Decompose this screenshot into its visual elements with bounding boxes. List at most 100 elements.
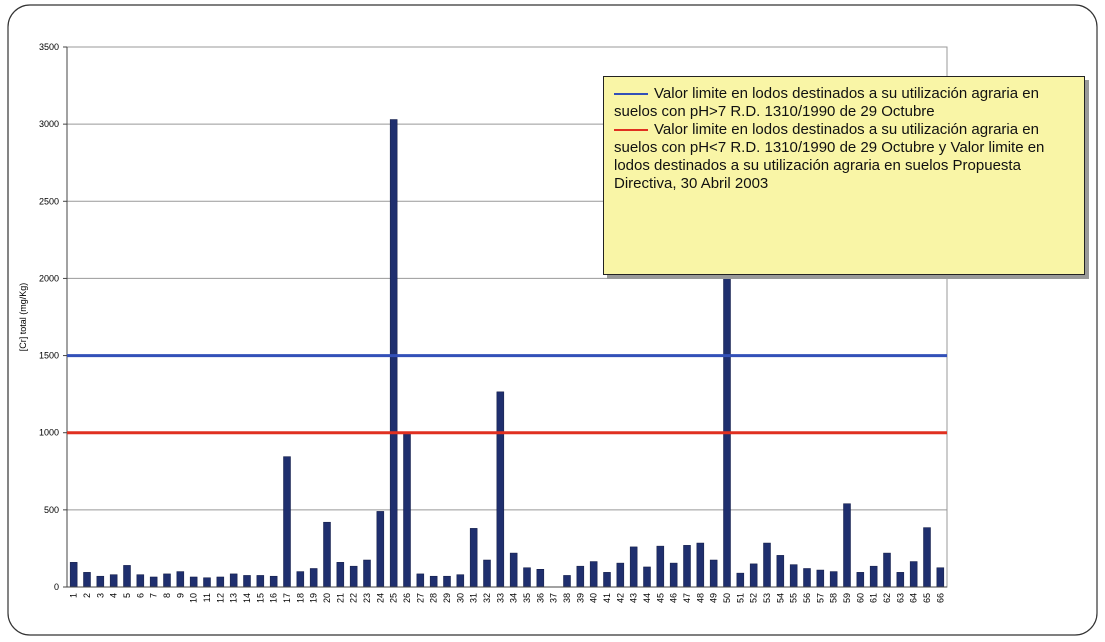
bar (563, 575, 571, 588)
y-tick-label: 0 (54, 582, 59, 592)
bar (496, 391, 505, 588)
x-tick-label: 36 (535, 593, 545, 603)
bar (296, 571, 305, 588)
bar (776, 555, 785, 588)
bar (643, 566, 651, 588)
bar (149, 576, 158, 588)
x-tick-label: 61 (869, 593, 879, 603)
bar (243, 575, 251, 588)
x-tick-label: 32 (482, 593, 492, 603)
bar (896, 572, 905, 588)
x-tick-label: 30 (455, 593, 465, 603)
bar (349, 565, 358, 588)
x-tick-label: 56 (802, 593, 812, 603)
x-tick-label: 25 (389, 593, 399, 603)
bar (843, 503, 851, 588)
x-tick-label: 10 (189, 593, 199, 603)
x-tick-label: 39 (575, 593, 585, 603)
bar (323, 521, 331, 588)
bar (629, 546, 638, 588)
bar (269, 575, 278, 588)
x-tick-label: 1 (69, 593, 79, 598)
x-tick-label: 50 (722, 593, 732, 603)
x-tick-label: 40 (589, 593, 599, 603)
bar (856, 572, 865, 588)
y-tick-label: 500 (44, 505, 59, 515)
x-tick-label: 22 (349, 593, 359, 603)
x-tick-label: 23 (362, 593, 372, 603)
x-tick-label: 11 (202, 593, 212, 602)
x-tick-label: 35 (522, 593, 532, 603)
legend-entry: Valor limite en lodos destinados a su ut… (614, 121, 1074, 193)
x-tick-label: 17 (282, 593, 292, 603)
bar (456, 574, 465, 588)
bar (336, 562, 345, 588)
x-tick-label: 21 (335, 593, 345, 603)
bar (603, 572, 611, 588)
x-tick-label: 55 (789, 593, 799, 603)
x-tick-label: 63 (895, 593, 905, 603)
x-tick-label: 31 (469, 593, 479, 603)
bar (216, 576, 225, 588)
x-tick-label: 3 (95, 593, 105, 598)
y-tick-label: 1000 (39, 428, 59, 438)
bar (709, 559, 718, 588)
x-tick-label: 65 (922, 593, 932, 603)
x-tick-label: 12 (215, 593, 225, 603)
bar (469, 528, 478, 588)
bar (483, 559, 491, 588)
x-tick-label: 51 (735, 593, 745, 603)
x-tick-label: 33 (495, 593, 505, 603)
x-tick-label: 47 (682, 593, 692, 603)
bar (749, 563, 758, 588)
x-tick-label: 20 (322, 593, 332, 603)
x-tick-label: 58 (829, 593, 839, 603)
x-tick-label: 44 (642, 593, 652, 603)
x-tick-label: 66 (935, 593, 945, 603)
bar (283, 456, 291, 588)
y-tick-label: 3500 (39, 42, 59, 52)
x-tick-label: 52 (749, 593, 759, 603)
x-tick-label: 4 (109, 593, 119, 598)
x-tick-label: 48 (695, 593, 705, 603)
bar (536, 569, 545, 588)
bar (696, 542, 705, 588)
bar (416, 573, 425, 588)
bar (683, 545, 691, 588)
bar (509, 552, 518, 588)
bar (616, 562, 625, 588)
bar (443, 575, 451, 588)
x-tick-label: 14 (242, 593, 252, 603)
bar (109, 574, 118, 588)
x-tick-label: 27 (415, 593, 425, 603)
x-tick-label: 19 (309, 593, 319, 603)
x-tick-label: 24 (375, 593, 385, 603)
bar (403, 432, 411, 588)
x-tick-label: 41 (602, 593, 612, 603)
bar (69, 562, 78, 588)
x-tick-label: 38 (562, 593, 572, 603)
x-tick-label: 62 (882, 593, 892, 603)
bar (936, 567, 945, 588)
x-tick-label: 26 (402, 593, 412, 603)
bar (256, 575, 265, 588)
bar (909, 561, 918, 588)
legend-entry: Valor limite en lodos destinados a su ut… (614, 85, 1074, 121)
bar (309, 568, 318, 588)
bar (389, 119, 398, 588)
x-tick-label: 54 (775, 593, 785, 603)
x-tick-label: 5 (122, 593, 132, 598)
bar (83, 572, 91, 588)
x-tick-label: 9 (175, 593, 185, 598)
bar (589, 561, 598, 588)
bar (523, 567, 531, 588)
legend: Valor limite en lodos destinados a su ut… (603, 76, 1085, 275)
x-tick-label: 13 (229, 593, 239, 603)
bar (736, 572, 745, 588)
bar (829, 571, 838, 588)
bar (803, 568, 811, 588)
x-tick-label: 2 (82, 593, 92, 598)
x-tick-label: 16 (269, 593, 279, 603)
x-tick-label: 57 (815, 593, 825, 603)
x-tick-label: 8 (162, 593, 172, 598)
